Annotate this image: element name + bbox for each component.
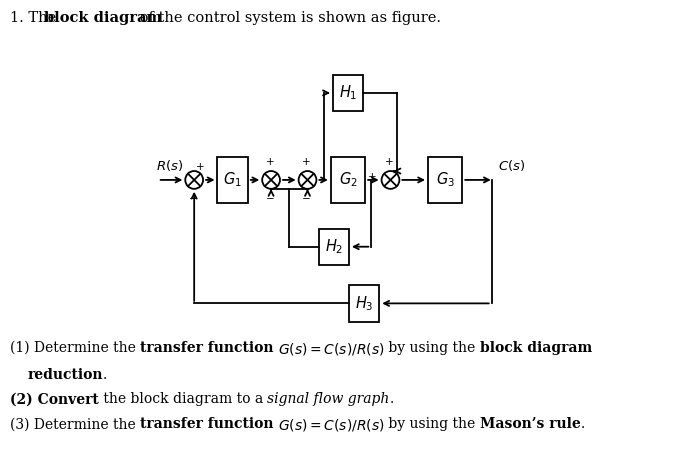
Bar [428,156,462,203]
Text: .: . [581,417,585,431]
Text: (2) Convert: (2) Convert [10,392,99,406]
Text: transfer function: transfer function [140,417,274,431]
Text: $C(s)$: $C(s)$ [498,158,525,173]
Text: $H_1$: $H_1$ [339,83,357,102]
Text: +: + [266,157,274,167]
Text: reduction: reduction [27,368,103,382]
Text: +: + [385,157,394,167]
Text: $H_2$: $H_2$ [325,237,343,256]
Text: transfer function: transfer function [140,341,274,354]
Text: $H_3$: $H_3$ [355,294,374,313]
Text: by using the: by using the [384,417,480,431]
Text: +: + [302,157,311,167]
Text: by using the: by using the [384,341,480,354]
Text: the block diagram to a: the block diagram to a [99,392,267,406]
Text: $G_2$: $G_2$ [339,170,357,189]
Text: +: + [368,172,376,182]
Text: block diagram: block diagram [480,341,592,354]
Text: +: + [195,162,204,172]
Text: block diagram: block diagram [44,11,162,25]
Circle shape [186,171,203,189]
Text: 1. The: 1. The [10,11,61,25]
Text: $R(s)$: $R(s)$ [155,158,183,173]
Text: −: − [266,194,274,204]
Circle shape [382,171,400,189]
Text: Mason’s rule: Mason’s rule [480,417,581,431]
Bar [218,156,248,203]
Bar [331,156,365,203]
Text: (1) Determine the: (1) Determine the [10,341,140,354]
Text: .: . [389,392,393,406]
Text: $G_3$: $G_3$ [435,170,454,189]
Text: (3) Determine the: (3) Determine the [10,417,140,431]
Bar [318,229,349,265]
Circle shape [299,171,316,189]
Text: of the control system is shown as figure.: of the control system is shown as figure… [135,11,441,25]
Text: .: . [103,368,107,382]
Bar [349,285,379,322]
Text: $G(s)=C(s)/R(s)$: $G(s)=C(s)/R(s)$ [278,341,384,356]
Circle shape [262,171,280,189]
Text: −: − [189,194,197,204]
Text: −: − [302,194,311,204]
Text: $G_1$: $G_1$ [223,170,242,189]
Text: signal flow graph: signal flow graph [267,392,389,406]
Text: $G(s)=C(s)/R(s)$: $G(s)=C(s)/R(s)$ [278,417,384,433]
Bar [332,75,363,111]
